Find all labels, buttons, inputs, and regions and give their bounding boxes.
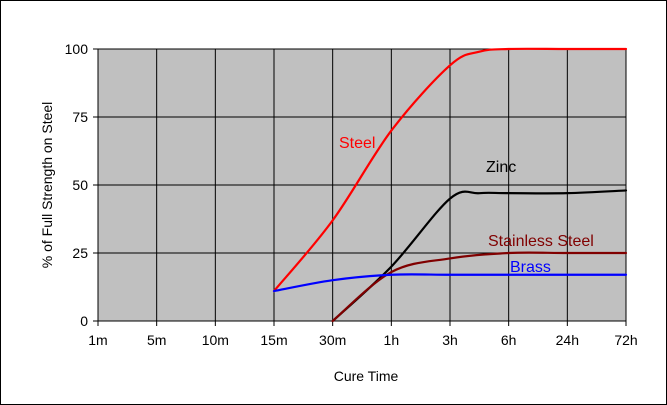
x-tick-label: 10m xyxy=(202,332,229,348)
series-label-steel: Steel xyxy=(339,135,375,152)
series-label-zinc: Zinc xyxy=(486,159,516,176)
y-axis-title: % of Full Strength on Steel xyxy=(39,102,55,269)
series-label-stainless-steel: Stainless Steel xyxy=(488,233,594,250)
x-tick-label: 6h xyxy=(501,332,517,348)
series-line-steel xyxy=(272,47,628,293)
x-tick-label: 5m xyxy=(147,332,166,348)
y-tick-label: 50 xyxy=(72,177,88,193)
x-tick-label: 24h xyxy=(556,332,579,348)
series-line-brass xyxy=(272,273,628,293)
x-tick-label: 1h xyxy=(384,332,400,348)
series-label-brass: Brass xyxy=(510,259,551,276)
series-line-zinc xyxy=(331,189,628,323)
x-tick-label: 1m xyxy=(88,332,107,348)
x-tick-label: 3h xyxy=(442,332,458,348)
series-lines xyxy=(272,47,628,323)
axis-ticks: 1m 5m 10m 15m 30m 1h 3h 6h 24h 72h 0 25 50 75 100 xyxy=(65,41,638,348)
y-tick-label: 0 xyxy=(80,313,88,329)
x-tick-label: 15m xyxy=(260,332,287,348)
x-tick-label: 30m xyxy=(319,332,346,348)
y-tick-label: 100 xyxy=(65,41,89,57)
x-axis-title: Cure Time xyxy=(334,368,399,384)
y-tick-label: 75 xyxy=(72,109,88,125)
series-line-stainless-steel xyxy=(331,251,628,323)
y-tick-label: 25 xyxy=(72,245,88,261)
x-tick-label: 72h xyxy=(614,332,637,348)
